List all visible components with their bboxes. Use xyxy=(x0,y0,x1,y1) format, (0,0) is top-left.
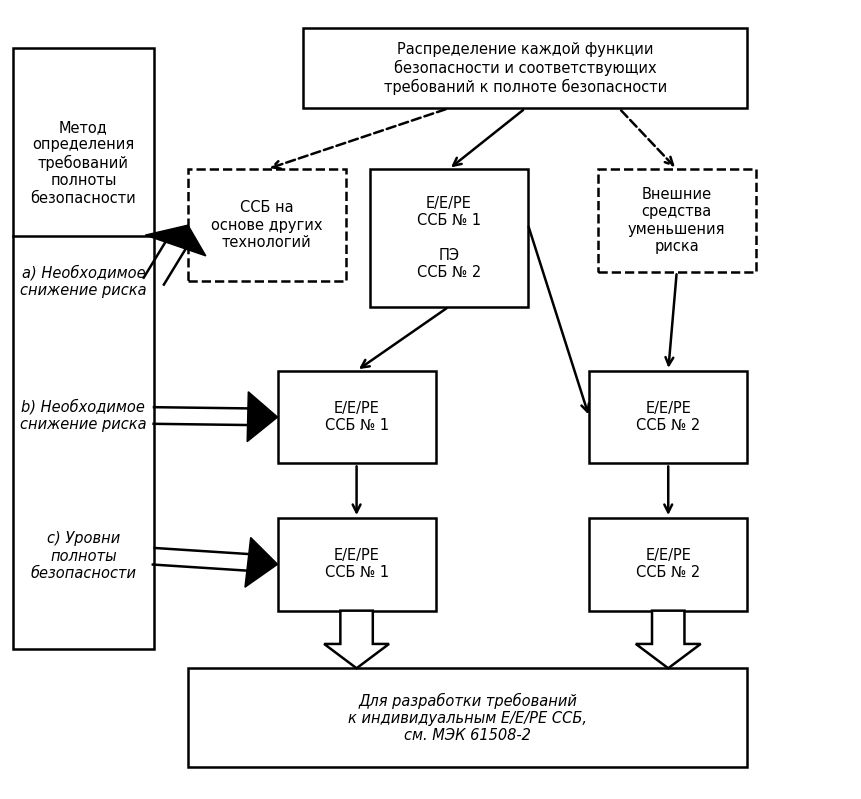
Text: Метод
определения
требований
полноты
безопасности: Метод определения требований полноты без… xyxy=(30,120,136,205)
Bar xyxy=(277,518,436,610)
Polygon shape xyxy=(245,538,277,587)
Bar xyxy=(589,518,747,610)
Text: b) Необходимое
снижение риска: b) Необходимое снижение риска xyxy=(20,399,146,432)
Bar xyxy=(13,48,154,649)
Bar xyxy=(188,169,346,281)
Text: Для разработки требований
к индивидуальным Е/Е/РЕ ССБ,
см. МЭК 61508-2: Для разработки требований к индивидуальн… xyxy=(348,693,587,743)
Text: Е/Е/РЕ
ССБ № 1

ПЭ
ССБ № 2: Е/Е/РЕ ССБ № 1 ПЭ ССБ № 2 xyxy=(417,196,481,280)
Text: Внешние
средства
уменьшения
риска: Внешние средства уменьшения риска xyxy=(628,187,726,254)
Bar xyxy=(277,371,436,463)
Bar xyxy=(370,169,528,307)
Bar xyxy=(188,668,747,767)
Bar xyxy=(589,371,747,463)
Text: Е/Е/РЕ
ССБ № 1: Е/Е/РЕ ССБ № 1 xyxy=(325,548,388,580)
Bar xyxy=(303,29,747,109)
Text: c) Уровни
полноты
безопасности: c) Уровни полноты безопасности xyxy=(30,531,136,581)
Text: ССБ на
основе других
технологий: ССБ на основе других технологий xyxy=(211,201,323,250)
Polygon shape xyxy=(146,225,206,256)
Polygon shape xyxy=(635,610,701,668)
Text: Е/Е/РЕ
ССБ № 2: Е/Е/РЕ ССБ № 2 xyxy=(636,401,700,433)
Polygon shape xyxy=(247,392,277,442)
Text: Е/Е/РЕ
ССБ № 1: Е/Е/РЕ ССБ № 1 xyxy=(325,401,388,433)
Polygon shape xyxy=(324,610,389,668)
Text: a) Необходимое
снижение риска: a) Необходимое снижение риска xyxy=(20,264,146,298)
Text: Распределение каждой функции
безопасности и соответствующих
требований к полноте: Распределение каждой функции безопасност… xyxy=(384,42,666,94)
Bar xyxy=(598,169,756,272)
Text: Е/Е/РЕ
ССБ № 2: Е/Е/РЕ ССБ № 2 xyxy=(636,548,700,580)
